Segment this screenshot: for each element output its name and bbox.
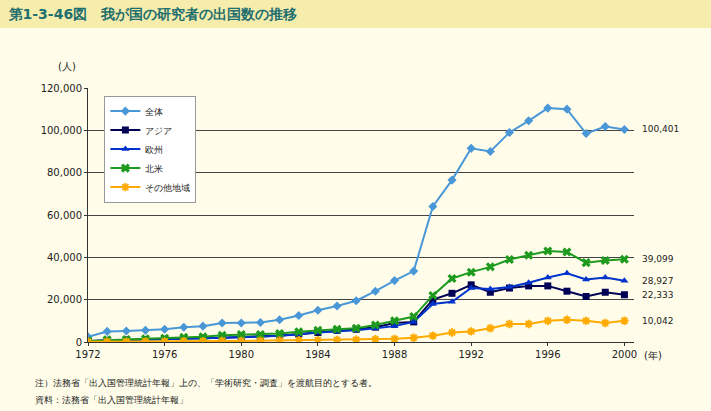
svg-text:注）法務省「出入国管理統計年報」上の、「学術研究・調査」を渡: 注）法務省「出入国管理統計年報」上の、「学術研究・調査」を渡航目的とする者。: [35, 378, 377, 388]
svg-text:資料：法務省「出入国管理統計年報」: 資料：法務省「出入国管理統計年報」: [35, 395, 188, 405]
svg-text:1996: 1996: [535, 349, 560, 360]
svg-text:アジア: アジア: [145, 126, 172, 136]
svg-text:第1-3-46図 我が国の研究者の出国数の推移: 第1-3-46図 我が国の研究者の出国数の推移: [8, 6, 298, 22]
svg-text:1980: 1980: [229, 349, 254, 360]
svg-text:(年): (年): [644, 350, 662, 361]
svg-text:39,099: 39,099: [642, 254, 674, 264]
svg-text:(人): (人): [58, 61, 76, 72]
svg-text:22,333: 22,333: [642, 290, 674, 300]
svg-text:1984: 1984: [305, 349, 330, 360]
svg-text:10,042: 10,042: [642, 316, 674, 326]
svg-text:欧州: 欧州: [145, 145, 163, 155]
svg-text:全体: 全体: [145, 107, 163, 117]
svg-text:1972: 1972: [75, 349, 100, 360]
svg-text:40,000: 40,000: [47, 252, 82, 263]
svg-text:1992: 1992: [458, 349, 483, 360]
svg-text:20,000: 20,000: [47, 294, 82, 305]
svg-text:2000: 2000: [612, 349, 637, 360]
svg-text:100,401: 100,401: [642, 124, 679, 134]
svg-text:0: 0: [76, 337, 82, 348]
svg-text:28,927: 28,927: [642, 276, 674, 286]
svg-text:その他地域: その他地域: [145, 183, 190, 193]
svg-text:北米: 北米: [145, 164, 163, 174]
svg-text:80,000: 80,000: [47, 167, 82, 178]
svg-text:60,000: 60,000: [47, 210, 82, 221]
svg-text:1976: 1976: [152, 349, 177, 360]
svg-text:1988: 1988: [382, 349, 407, 360]
svg-text:120,000: 120,000: [41, 83, 82, 94]
svg-text:100,000: 100,000: [41, 125, 82, 136]
